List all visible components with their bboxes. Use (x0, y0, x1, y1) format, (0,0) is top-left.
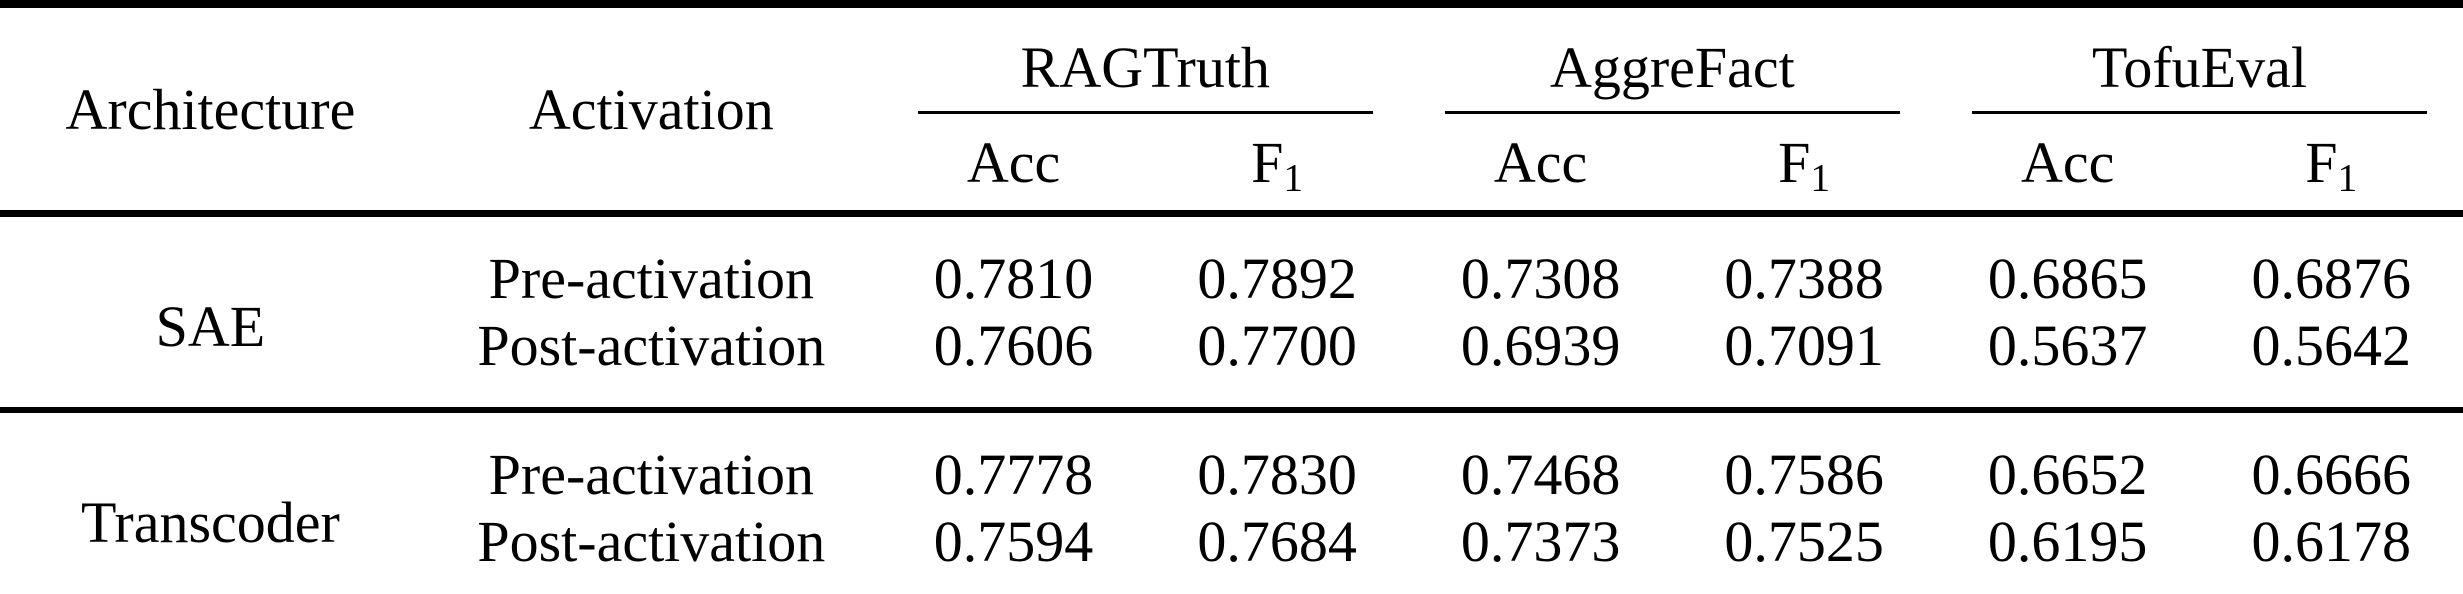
activation-cell: Post-activation (477, 509, 826, 574)
col-header-ragtruth-f1: F1 (1145, 114, 1409, 217)
table-row: Transcoder Pre-activation 0.7778 0.7830 … (0, 410, 2463, 555)
metric-cell: 0.7700 (1145, 312, 1409, 413)
group-header-ragtruth: RAGTruth (882, 4, 1409, 114)
architecture-block-transcoder: Transcoder Pre-activation 0.7778 0.7830 … (0, 410, 2463, 594)
metric-cell: 0.6865 (1987, 246, 2148, 311)
group-header-ragtruth-label: RAGTruth (917, 23, 1373, 114)
architecture-block-sae: SAE Pre-activation 0.7810 0.7892 0.7308 … (0, 213, 2463, 413)
f1-subscript: 1 (1283, 155, 1304, 200)
metric-cell: 0.7091 (1672, 312, 1936, 413)
f1-label: F (1778, 129, 1811, 195)
activation-cell: Pre-activation (488, 442, 814, 507)
metric-cell: 0.7388 (1724, 246, 1884, 311)
metric-cell: 0.7684 (1197, 509, 1357, 574)
metric-cell: 0.7810 (933, 246, 1094, 311)
col-header-tofueval-acc: Acc (1935, 114, 2200, 217)
table-header: Architecture Activation RAGTruth AggreFa… (0, 4, 2463, 217)
acc-label: Acc (966, 129, 1061, 195)
acc-label: Acc (2020, 129, 2115, 195)
metric-cell: 0.7308 (1460, 246, 1621, 311)
metric-header-row: Acc F1 Acc F1 Acc F1 (0, 114, 2463, 217)
metric-cell: 0.6876 (2251, 246, 2411, 311)
metric-cell: 0.6195 (1987, 509, 2148, 574)
col-header-aggrefact-acc: Acc (1408, 114, 1673, 217)
col-header-architecture: Architecture (0, 4, 421, 217)
col-header-activation: Activation (420, 4, 882, 217)
table-row: SAE Pre-activation 0.7810 0.7892 0.7308 … (0, 213, 2463, 413)
f1-label: F (1251, 129, 1284, 195)
metric-cell: 0.7373 (1460, 509, 1621, 574)
metric-cell: 0.5637 (1935, 312, 2200, 413)
metric-cell: 0.7606 (881, 312, 1146, 413)
metric-cell: 0.7594 (933, 509, 1094, 574)
group-header-tofueval-label: TofuEval (1971, 23, 2427, 114)
metric-cell: 0.7525 (1724, 509, 1884, 574)
table-row: Post-activation 0.7594 0.7684 0.7373 0.7… (0, 508, 2463, 594)
group-header-aggrefact-label: AggreFact (1444, 23, 1900, 114)
activation-cell: Post-activation (420, 312, 882, 413)
group-header-aggrefact: AggreFact (1409, 4, 1936, 114)
metric-cell: 0.7586 (1724, 442, 1884, 507)
architecture-cell: SAE (0, 213, 421, 413)
metric-cell: 0.6178 (2251, 509, 2411, 574)
col-header-aggrefact-f1: F1 (1672, 114, 1936, 217)
acc-label: Acc (1493, 129, 1588, 195)
f1-label: F (2305, 129, 2338, 195)
metric-cell: 0.7830 (1197, 442, 1357, 507)
f1-subscript: 1 (1810, 155, 1831, 200)
f1-subscript: 1 (2337, 155, 2358, 200)
activation-cell: Pre-activation (488, 246, 814, 311)
col-header-architecture-label: Architecture (65, 76, 356, 142)
metric-cell: 0.7778 (933, 442, 1094, 507)
table-row: Post-activation 0.7606 0.7700 0.6939 0.7… (0, 312, 2463, 413)
col-header-tofueval-f1: F1 (2199, 114, 2463, 217)
col-header-activation-label: Activation (528, 76, 774, 142)
metric-cell: 0.7892 (1197, 246, 1357, 311)
metric-cell: 0.5642 (2199, 312, 2463, 413)
metric-cell: 0.7468 (1460, 442, 1621, 507)
metric-cell: 0.6939 (1408, 312, 1673, 413)
group-header-row: Architecture Activation RAGTruth AggreFa… (0, 4, 2463, 217)
metric-cell: 0.6652 (1987, 442, 2148, 507)
col-header-ragtruth-acc: Acc (881, 114, 1146, 217)
metric-cell: 0.6666 (2251, 442, 2411, 507)
group-header-tofueval: TofuEval (1936, 4, 2463, 114)
architecture-cell: Transcoder (81, 489, 340, 555)
